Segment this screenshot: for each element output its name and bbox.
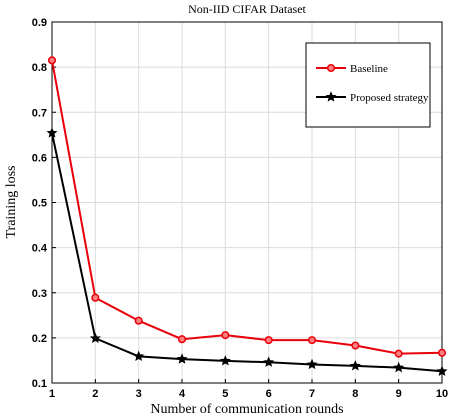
data-point <box>176 353 188 364</box>
x-tick-label: 3 <box>136 388 142 400</box>
series-line <box>51 60 443 355</box>
data-point <box>46 127 58 138</box>
y-tick-label: 0.9 <box>32 17 47 29</box>
y-tick-label: 0.5 <box>32 198 47 210</box>
y-tick-label: 0.4 <box>32 243 48 255</box>
legend-marker <box>325 91 337 102</box>
y-tick-label: 0.1 <box>32 378 47 390</box>
y-tick-label: 0.3 <box>32 288 47 300</box>
y-tick-label: 0.6 <box>32 152 47 164</box>
legend-box <box>305 42 431 128</box>
data-point <box>393 361 405 373</box>
data-point <box>351 341 360 350</box>
series-group <box>46 56 448 376</box>
y-tick-label: 0.7 <box>32 107 47 119</box>
x-axis: 1 2 3 4 5 6 7 8 9 10 <box>49 379 448 400</box>
x-axis-label: Number of communication rounds <box>150 402 343 417</box>
y-axis: 0.1 0.2 0.3 0.4 0.5 0.6 0.7 0.8 0.9 <box>32 17 56 390</box>
y-tick-label: 0.8 <box>32 62 47 74</box>
data-point <box>264 336 273 345</box>
data-point <box>91 293 100 302</box>
chart-title: Non-IID CIFAR Dataset <box>188 2 306 16</box>
legend: Baseline Proposed strategy <box>305 42 431 128</box>
data-point <box>47 56 57 65</box>
x-tick-label: 6 <box>266 388 272 400</box>
x-tick-label: 1 <box>49 388 55 400</box>
x-tick-label: 7 <box>309 388 315 400</box>
data-point <box>349 360 361 371</box>
x-tick-label: 5 <box>222 388 228 400</box>
data-point <box>177 335 187 344</box>
data-point <box>133 350 145 362</box>
data-point <box>221 331 230 340</box>
x-tick-label: 10 <box>436 388 448 400</box>
legend-label: Baseline <box>350 63 388 75</box>
data-point <box>436 365 448 376</box>
x-tick-label: 9 <box>396 388 402 400</box>
data-point <box>134 316 143 325</box>
data-point <box>89 332 101 344</box>
series-line <box>51 132 443 373</box>
x-tick-label: 8 <box>352 388 358 400</box>
data-point <box>394 349 403 358</box>
series-2 <box>46 127 448 376</box>
legend-marker <box>326 63 336 73</box>
data-point <box>263 356 275 367</box>
y-tick-label: 0.2 <box>32 333 47 345</box>
x-tick-label: 4 <box>179 388 186 400</box>
data-point <box>437 348 447 357</box>
data-point <box>219 355 231 366</box>
y-axis-label: Training loss <box>4 165 19 238</box>
data-point <box>306 358 318 370</box>
data-point <box>307 336 317 345</box>
legend-label: Proposed strategy <box>350 92 429 104</box>
x-tick-label: 2 <box>92 388 98 400</box>
series-1 <box>47 56 447 358</box>
